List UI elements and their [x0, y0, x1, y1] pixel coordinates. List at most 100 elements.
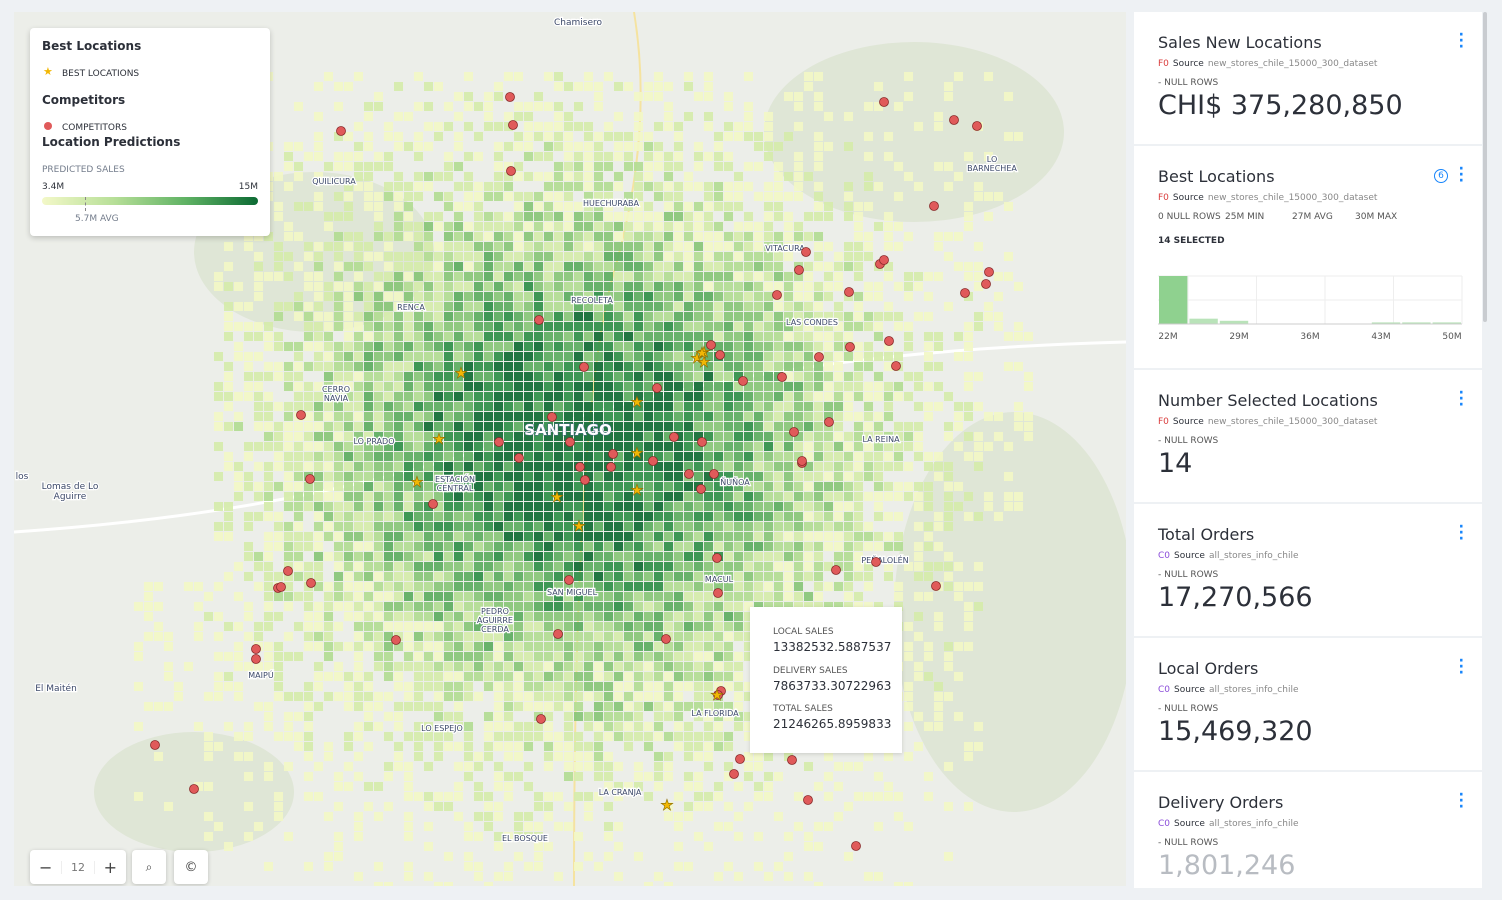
widget-title: Delivery Orders — [1158, 793, 1284, 812]
competitor-marker — [735, 754, 745, 764]
competitor-marker — [283, 566, 293, 576]
widget-value: 15,469,320 — [1158, 716, 1313, 747]
legend-item: COMPETITORS — [62, 123, 127, 133]
widget-value: 17,270,566 — [1158, 582, 1313, 613]
competitor-marker — [391, 635, 401, 645]
place-label: SAN MIGUEL — [547, 588, 598, 597]
source-label: Source — [1174, 819, 1205, 829]
competitor-marker — [871, 557, 881, 567]
competitor-marker — [652, 383, 662, 393]
competitor-marker — [803, 795, 813, 805]
competitor-marker — [661, 634, 671, 644]
source-name: new_stores_chile_15000_300_dataset — [1207, 193, 1378, 203]
attribution-button[interactable]: © — [174, 850, 208, 884]
competitor-marker — [428, 499, 438, 509]
competitor-marker — [777, 372, 787, 382]
widget-stat: 30M MAX — [1355, 212, 1398, 222]
widget-source: F0 Source new_stores_chile_15000_300_datas… — [1158, 417, 1377, 427]
widget-title: Local Orders — [1158, 659, 1259, 678]
widget-menu[interactable]: · · · — [1458, 787, 1464, 815]
widget-value: 1,801,246 — [1158, 850, 1296, 881]
competitor-marker — [729, 769, 739, 779]
place-label: El Maitén — [35, 683, 77, 694]
competitor-marker — [251, 654, 261, 664]
place-label: PEÑALOLÉN — [861, 554, 908, 565]
star-icon: ★ — [43, 65, 53, 78]
heat-cells — [204, 72, 983, 841]
tooltip-label: LOCAL SALES — [773, 627, 834, 637]
competitor-marker — [565, 437, 575, 447]
source-label: Source — [1172, 59, 1204, 69]
widget-source: C0 Source all_stores_info_chile — [1158, 819, 1298, 829]
place-label: LO BARNECHEA — [967, 155, 1017, 173]
widget-menu[interactable]: · · · — [1458, 161, 1464, 189]
place-label: MACUL — [705, 575, 734, 584]
histogram-tick: 29M — [1229, 332, 1248, 342]
legend-avg: 5.7M AVG — [75, 214, 119, 224]
place-label: QUILICURA — [312, 177, 356, 186]
competitor-marker — [879, 255, 889, 265]
legend: Best Locations ★ BEST LOCATIONS Competit… — [30, 28, 270, 236]
widget-menu[interactable]: · · · — [1458, 385, 1464, 413]
source-id: C0 — [1158, 551, 1171, 561]
best-location-marker: ★ — [630, 444, 643, 462]
widget-title: Total Orders — [1158, 525, 1255, 544]
heat-cells — [394, 282, 773, 611]
source-label: Source — [1174, 551, 1205, 561]
map[interactable]: Chamisero QUILICURA HUECHURABA LO BARNECHEA V… — [14, 12, 1126, 886]
competitor-marker — [580, 475, 590, 485]
histogram-tick: 50M — [1442, 332, 1461, 342]
competitor-marker — [296, 410, 306, 420]
competitor-marker — [794, 265, 804, 275]
widget-card: Total Orders · · · C0 Source all_stores_info_c… — [1134, 504, 1482, 636]
widget-menu[interactable]: · · · — [1458, 519, 1464, 547]
best-location-marker: ★ — [550, 488, 563, 506]
tooltip: LOCAL SALES 13382532.5887537 DELIVERY SA… — [750, 607, 902, 753]
competitor-marker — [553, 629, 563, 639]
best-location-marker: ★ — [630, 393, 643, 411]
competitor-marker — [709, 469, 719, 479]
competitor-marker — [801, 247, 811, 257]
competitor-marker — [814, 352, 824, 362]
widget-card: Best Locations · · · 6 F0 Source new_stores_chi… — [1134, 146, 1482, 368]
widget-card: Local Orders · · · C0 Source all_stores_info_c… — [1134, 638, 1482, 770]
competitor-marker — [564, 575, 574, 585]
competitor-marker — [931, 581, 941, 591]
place-label: PEDRO AGUIRRE CERDA — [477, 607, 513, 634]
search-button[interactable]: ⌕ — [132, 850, 166, 884]
competitor-marker — [712, 553, 722, 563]
best-location-marker: ★ — [410, 473, 423, 491]
null-rows: - NULL ROWS — [1158, 436, 1219, 446]
histogram-tick: 43M — [1371, 332, 1390, 342]
map-canvas[interactable]: Chamisero QUILICURA HUECHURABA LO BARNECHEA V… — [14, 12, 1126, 886]
histogram-bar — [1402, 322, 1431, 324]
selected-count: 14 SELECTED — [1158, 236, 1225, 246]
histogram-tick: 36M — [1300, 332, 1319, 342]
legend-max: 15M — [238, 182, 258, 192]
place-label: SANTIAGO — [524, 421, 611, 439]
widget-title: Sales New Locations — [1158, 33, 1322, 52]
widget-menu[interactable]: · · · — [1458, 653, 1464, 681]
scrollbar[interactable] — [1483, 12, 1487, 322]
competitor-marker — [981, 279, 991, 289]
place-label: RENCA — [397, 303, 425, 312]
best-location-marker: ★ — [432, 430, 445, 448]
competitor-marker — [336, 126, 346, 136]
best-location-marker: ★ — [710, 686, 723, 704]
competitor-marker — [797, 456, 807, 466]
source-id: F0 — [1158, 193, 1169, 203]
competitor-marker — [669, 432, 679, 442]
legend-title: Best Locations — [42, 39, 142, 53]
competitor-marker — [831, 565, 841, 575]
competitor-marker — [505, 92, 515, 102]
tooltip-label: TOTAL SALES — [773, 704, 833, 714]
competitor-marker — [575, 462, 585, 472]
widget-menu[interactable]: · · · — [1458, 27, 1464, 55]
widget-source: C0 Source all_stores_info_chile — [1158, 551, 1298, 561]
color-ramp — [42, 197, 258, 205]
competitor-marker — [789, 427, 799, 437]
dot-icon — [44, 122, 52, 130]
zoom-in[interactable]: + — [103, 857, 118, 877]
zoom-out[interactable]: − — [38, 857, 53, 877]
